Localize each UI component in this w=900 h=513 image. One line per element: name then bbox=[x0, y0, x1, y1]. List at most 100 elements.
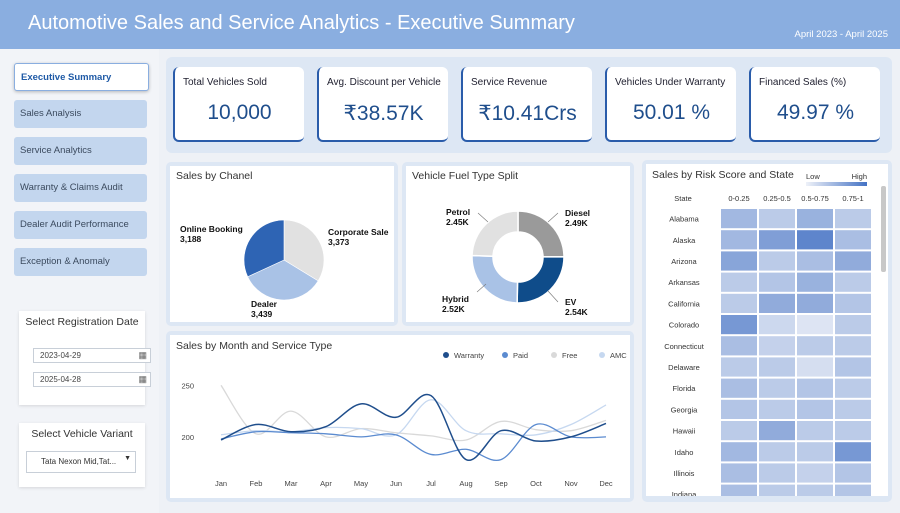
legend-marker bbox=[599, 352, 605, 358]
heatmap-cell[interactable] bbox=[835, 484, 871, 496]
heatmap-cell[interactable] bbox=[721, 357, 757, 377]
heatmap-cell[interactable] bbox=[759, 442, 795, 462]
heatmap-cell[interactable] bbox=[759, 251, 795, 271]
heatmap-cell[interactable] bbox=[835, 442, 871, 462]
heatmap-cell[interactable] bbox=[797, 463, 833, 483]
leader-line bbox=[547, 290, 559, 303]
kpi-value: 50.01 % bbox=[632, 101, 711, 124]
heatmap-cell[interactable] bbox=[721, 293, 757, 313]
heatmap-cell[interactable] bbox=[835, 230, 871, 250]
heatmap-cell[interactable] bbox=[797, 209, 833, 229]
heatmap-cell[interactable] bbox=[797, 336, 833, 356]
scrollbar-thumb[interactable] bbox=[881, 186, 886, 272]
slice-value-label: 2.54K bbox=[565, 307, 589, 317]
slice-value-label: 2.45K bbox=[446, 217, 470, 227]
heatmap-cell[interactable] bbox=[835, 272, 871, 292]
heatmap-cell[interactable] bbox=[797, 421, 833, 441]
heatmap-cell[interactable] bbox=[797, 378, 833, 398]
heatmap-cell[interactable] bbox=[759, 209, 795, 229]
heatmap-cell[interactable] bbox=[835, 399, 871, 419]
heatmap-cell[interactable] bbox=[759, 272, 795, 292]
heatmap-cell[interactable] bbox=[835, 421, 871, 441]
heatmap-cell[interactable] bbox=[759, 463, 795, 483]
row-label: Arkansas bbox=[668, 278, 700, 287]
sales-by-channel-panel: Sales by Chanel Online Booking 3,188 Corpo… bbox=[170, 166, 394, 322]
risk-heatmap-chart: Low High State 0-0.25 0.25-0.5 0.5-0.75 0.75-1… bbox=[664, 172, 871, 496]
legend-marker bbox=[551, 352, 557, 358]
heatmap-cell[interactable] bbox=[721, 421, 757, 441]
series-line-free[interactable] bbox=[220, 384, 607, 442]
heatmap-cell[interactable] bbox=[759, 293, 795, 313]
column-header: 0.5-0.75 bbox=[801, 194, 829, 203]
heatmap-cell[interactable] bbox=[721, 315, 757, 335]
kpi-value: 10,000 bbox=[207, 101, 272, 124]
heatmap-cell[interactable] bbox=[721, 442, 757, 462]
heatmap-cell[interactable] bbox=[721, 484, 757, 496]
donut-slice-hybrid[interactable] bbox=[471, 254, 519, 304]
donut-slice-petrol[interactable] bbox=[471, 210, 519, 257]
heatmap-cell[interactable] bbox=[835, 336, 871, 356]
chevron-down-icon[interactable]: ▼ bbox=[124, 455, 131, 462]
vehicle-variant-title: Select Vehicle Variant bbox=[31, 428, 133, 440]
heatmap-cell[interactable] bbox=[759, 336, 795, 356]
row-header: State bbox=[674, 194, 692, 203]
vehicle-variant-select[interactable]: Tata Nexon Mid,Tat... ▼ bbox=[26, 451, 136, 473]
nav-sales-analysis[interactable]: Sales Analysis bbox=[14, 100, 147, 128]
chart-title: Vehicle Fuel Type Split bbox=[412, 170, 519, 182]
heatmap-cell[interactable] bbox=[835, 209, 871, 229]
pie-slice-online-booking[interactable] bbox=[243, 219, 285, 278]
heatmap-cell[interactable] bbox=[721, 378, 757, 398]
heatmap-cell[interactable] bbox=[797, 357, 833, 377]
heatmap-cell[interactable] bbox=[721, 399, 757, 419]
heatmap-cell[interactable] bbox=[721, 230, 757, 250]
x-tick-label: Nov bbox=[564, 479, 578, 488]
x-tick-label: May bbox=[354, 479, 368, 488]
heatmap-cell[interactable] bbox=[759, 357, 795, 377]
donut-slice-diesel[interactable] bbox=[517, 210, 565, 258]
start-date-input[interactable]: 2023-04-29 ▦ bbox=[33, 348, 151, 363]
heatmap-cell[interactable] bbox=[835, 315, 871, 335]
heatmap-cell[interactable] bbox=[721, 272, 757, 292]
kpi-service-revenue: Service Revenue ₹10.41Crs bbox=[461, 67, 592, 142]
heatmap-cell[interactable] bbox=[721, 463, 757, 483]
heatmap-cell[interactable] bbox=[835, 293, 871, 313]
heatmap-cell[interactable] bbox=[797, 442, 833, 462]
calendar-icon[interactable]: ▦ bbox=[138, 374, 147, 384]
nav-warranty-claims-audit[interactable]: Warranty & Claims Audit bbox=[14, 174, 147, 202]
registration-date-title: Select Registration Date bbox=[25, 316, 139, 328]
pie-slice-corporate-sale[interactable] bbox=[283, 219, 325, 282]
header-bar: Automotive Sales and Service Analytics -… bbox=[0, 0, 900, 49]
heatmap-cell[interactable] bbox=[797, 251, 833, 271]
heatmap-cell[interactable] bbox=[797, 399, 833, 419]
slice-value-label: 3,188 bbox=[180, 234, 202, 244]
heatmap-cell[interactable] bbox=[797, 230, 833, 250]
nav-dealer-audit-performance[interactable]: Dealer Audit Performance bbox=[14, 211, 147, 239]
nav-executive-summary[interactable]: Executive Summary bbox=[14, 63, 149, 91]
nav-service-analytics[interactable]: Service Analytics bbox=[14, 137, 147, 165]
heatmap-cell[interactable] bbox=[835, 378, 871, 398]
heatmap-cell[interactable] bbox=[797, 315, 833, 335]
heatmap-cell[interactable] bbox=[721, 251, 757, 271]
heatmap-cell[interactable] bbox=[721, 336, 757, 356]
heatmap-cell[interactable] bbox=[835, 251, 871, 271]
series-line-paid[interactable] bbox=[220, 423, 607, 462]
chart-title: Sales by Chanel bbox=[176, 170, 253, 182]
heatmap-cell[interactable] bbox=[835, 357, 871, 377]
heatmap-cell[interactable] bbox=[759, 230, 795, 250]
calendar-icon[interactable]: ▦ bbox=[138, 350, 147, 360]
heatmap-cell[interactable] bbox=[759, 399, 795, 419]
heatmap-cell[interactable] bbox=[835, 463, 871, 483]
donut-slice-ev[interactable] bbox=[516, 255, 565, 304]
heatmap-cell[interactable] bbox=[797, 272, 833, 292]
heatmap-cell[interactable] bbox=[759, 484, 795, 496]
series-line-warranty[interactable] bbox=[220, 393, 607, 461]
heatmap-cell[interactable] bbox=[759, 378, 795, 398]
pie-slice-dealer[interactable] bbox=[247, 259, 319, 301]
heatmap-cell[interactable] bbox=[721, 209, 757, 229]
heatmap-cell[interactable] bbox=[797, 293, 833, 313]
end-date-input[interactable]: 2025-04-28 ▦ bbox=[33, 372, 151, 387]
heatmap-cell[interactable] bbox=[759, 421, 795, 441]
nav-exception-anomaly[interactable]: Exception & Anomaly bbox=[14, 248, 147, 276]
heatmap-cell[interactable] bbox=[759, 315, 795, 335]
heatmap-cell[interactable] bbox=[797, 484, 833, 496]
